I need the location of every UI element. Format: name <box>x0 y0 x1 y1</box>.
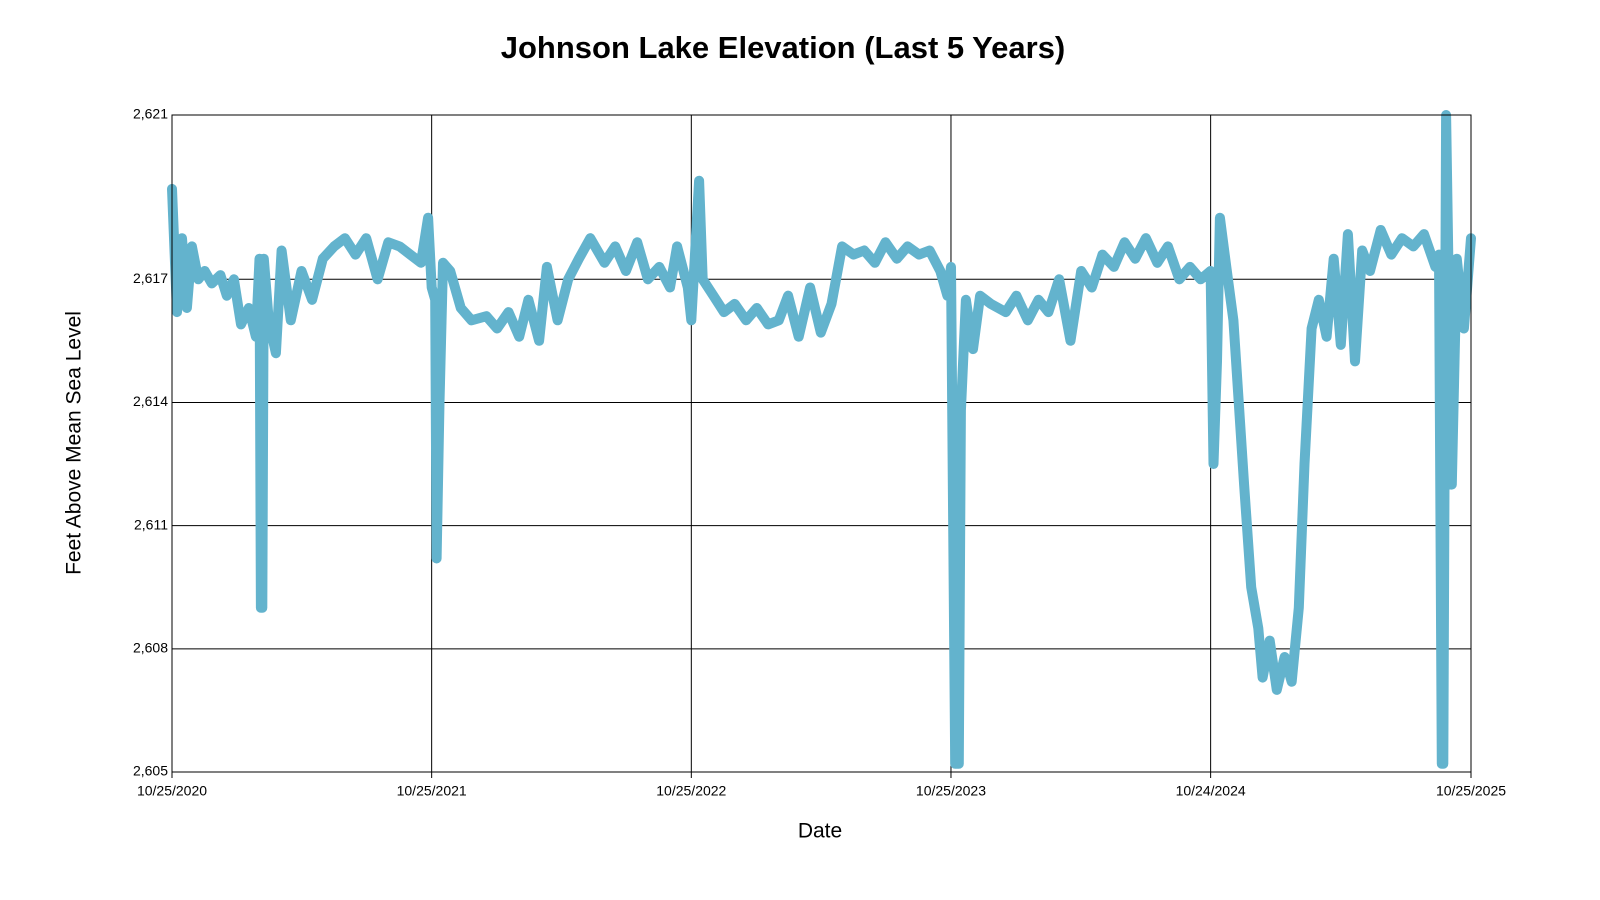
x-tick-label: 10/25/2023 <box>916 783 986 799</box>
y-tick-label: 2,617 <box>133 270 168 286</box>
y-tick-label: 2,611 <box>134 516 168 532</box>
chart-title: Johnson Lake Elevation (Last 5 Years) <box>501 30 1066 65</box>
x-tick-label: 10/24/2024 <box>1176 783 1246 799</box>
x-tick-label: 10/25/2025 <box>1436 783 1506 799</box>
plot-area <box>167 110 1476 769</box>
y-tick-label: 2,621 <box>133 106 168 122</box>
x-tick-label: 10/25/2021 <box>397 783 467 799</box>
x-axis-label: Date <box>798 820 842 843</box>
y-tick-label: 2,605 <box>133 763 168 779</box>
elevation-line <box>167 110 1476 769</box>
y-tick-label: 2,614 <box>133 393 168 409</box>
y-tick-label: 2,608 <box>133 640 168 656</box>
x-tick-label: 10/25/2020 <box>137 783 207 799</box>
plot-border <box>171 114 1472 773</box>
x-tick-label: 10/25/2022 <box>656 783 726 799</box>
y-axis-label: Feet Above Mean Sea Level <box>63 311 86 575</box>
